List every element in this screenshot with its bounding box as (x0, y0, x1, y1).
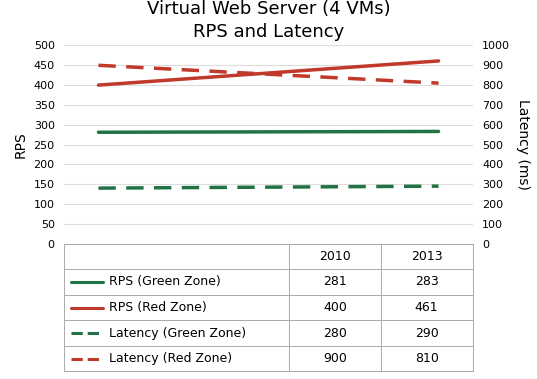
Y-axis label: RPS: RPS (14, 131, 28, 158)
Text: 2010: 2010 (319, 250, 351, 263)
Text: 283: 283 (415, 276, 439, 288)
Text: 461: 461 (415, 301, 438, 314)
Text: 2013: 2013 (411, 250, 442, 263)
Text: 280: 280 (323, 327, 347, 340)
Text: Latency (Red Zone): Latency (Red Zone) (110, 352, 233, 365)
Text: RPS (Red Zone): RPS (Red Zone) (110, 301, 207, 314)
Text: Latency (Green Zone): Latency (Green Zone) (110, 327, 246, 340)
Text: 900: 900 (323, 352, 347, 365)
Text: 281: 281 (323, 276, 347, 288)
Text: 290: 290 (415, 327, 439, 340)
Text: RPS (Green Zone): RPS (Green Zone) (110, 276, 221, 288)
Y-axis label: Latency (ms): Latency (ms) (516, 99, 529, 190)
Text: 400: 400 (323, 301, 347, 314)
Title: 2013 vs. 2010
Virtual Web Server (4 VMs)
RPS and Latency: 2013 vs. 2010 Virtual Web Server (4 VMs)… (147, 0, 390, 41)
Text: 810: 810 (415, 352, 439, 365)
